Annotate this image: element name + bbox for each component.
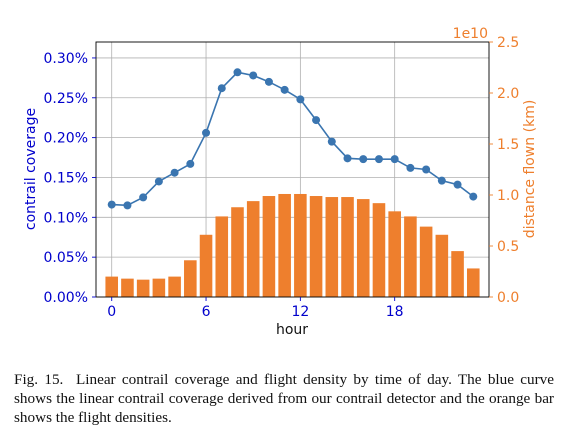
coverage-point [217,84,226,93]
right-axis-offset-label: 1e10 [453,26,488,42]
bar [356,199,370,297]
x-tick-label: 0 [107,304,116,320]
coverage-point [233,68,242,77]
bar [372,203,386,297]
bar [231,207,244,297]
coverage-point [139,193,148,202]
bar [168,276,181,297]
bar [215,216,229,297]
coverage-point [280,85,289,94]
caption-text: Linear contrail coverage and flight dens… [14,371,555,426]
bar [341,197,354,297]
bar [466,268,480,297]
coverage-point [359,155,368,164]
bar [278,193,291,297]
x-tick-label: 18 [386,304,404,320]
coverage-point [312,116,321,125]
bar [309,196,323,297]
coverage-point [343,154,352,163]
coverage-point [406,163,415,172]
bar [294,193,307,297]
left-axis-label: contrail coverage [23,108,39,230]
x-axis-label: hour [276,322,308,338]
right-tick-label: 1.5 [497,137,519,153]
coverage-point [437,176,446,185]
left-tick-label: 0.15% [44,170,88,186]
bar [199,234,213,297]
bar [419,226,433,297]
plot-border [95,41,490,298]
bar [404,216,417,297]
right-tick-label: 2.0 [497,86,519,102]
coverage-point [264,77,273,86]
bar [388,211,401,297]
left-tick-label: 0.10% [44,210,88,226]
coverage-point [453,180,462,189]
chart-figure: 0 6 12 18 0.00% 0.05% 0.10% 0.15% 0.20% 0.25% 0.30… [23,26,538,338]
bar-series [105,193,480,297]
coverage-point [422,165,431,174]
bar [262,196,276,297]
left-tick-label: 0.30% [44,51,88,67]
left-tick-label: 0.05% [44,250,88,266]
coverage-point [249,71,258,80]
right-tick-label: 0.5 [497,239,519,255]
bar [451,251,464,297]
coverage-point [374,155,383,164]
coverage-point [170,168,179,177]
right-axis-label: distance flown (km) [522,100,538,239]
left-tick-label: 0.20% [44,131,88,147]
coverage-line [111,71,474,207]
right-tick-label: 2.5 [497,35,519,51]
axes: 0 6 12 18 0.00% 0.05% 0.10% 0.15% 0.20% 0.25% 0.30… [44,35,520,320]
right-tick-label: 0.0 [497,290,519,306]
coverage-point [390,155,399,164]
bar [136,279,150,297]
coverage-point [123,201,132,210]
caption-label: Fig. 15. [14,371,64,388]
coverage-point [469,192,478,201]
bar [184,260,197,297]
x-tick-label: 12 [291,304,309,320]
plot-frame [95,41,490,298]
coverage-point [202,128,211,137]
left-tick-label: 0.00% [44,290,88,306]
bar [325,197,339,297]
bar [121,278,134,297]
coverage-point [154,177,163,186]
right-tick-label: 1.0 [497,188,519,204]
line-series [107,68,478,210]
coverage-point [107,200,116,209]
bar [435,234,449,297]
bar [105,276,119,297]
bar [246,201,260,297]
x-tick-label: 6 [202,304,211,320]
left-tick-label: 0.25% [44,91,88,107]
coverage-point [186,159,195,168]
coverage-point [327,137,336,146]
bar [152,278,166,297]
coverage-point [296,95,305,104]
figure-caption: Fig. 15. Linear contrail coverage and fl… [14,370,554,427]
